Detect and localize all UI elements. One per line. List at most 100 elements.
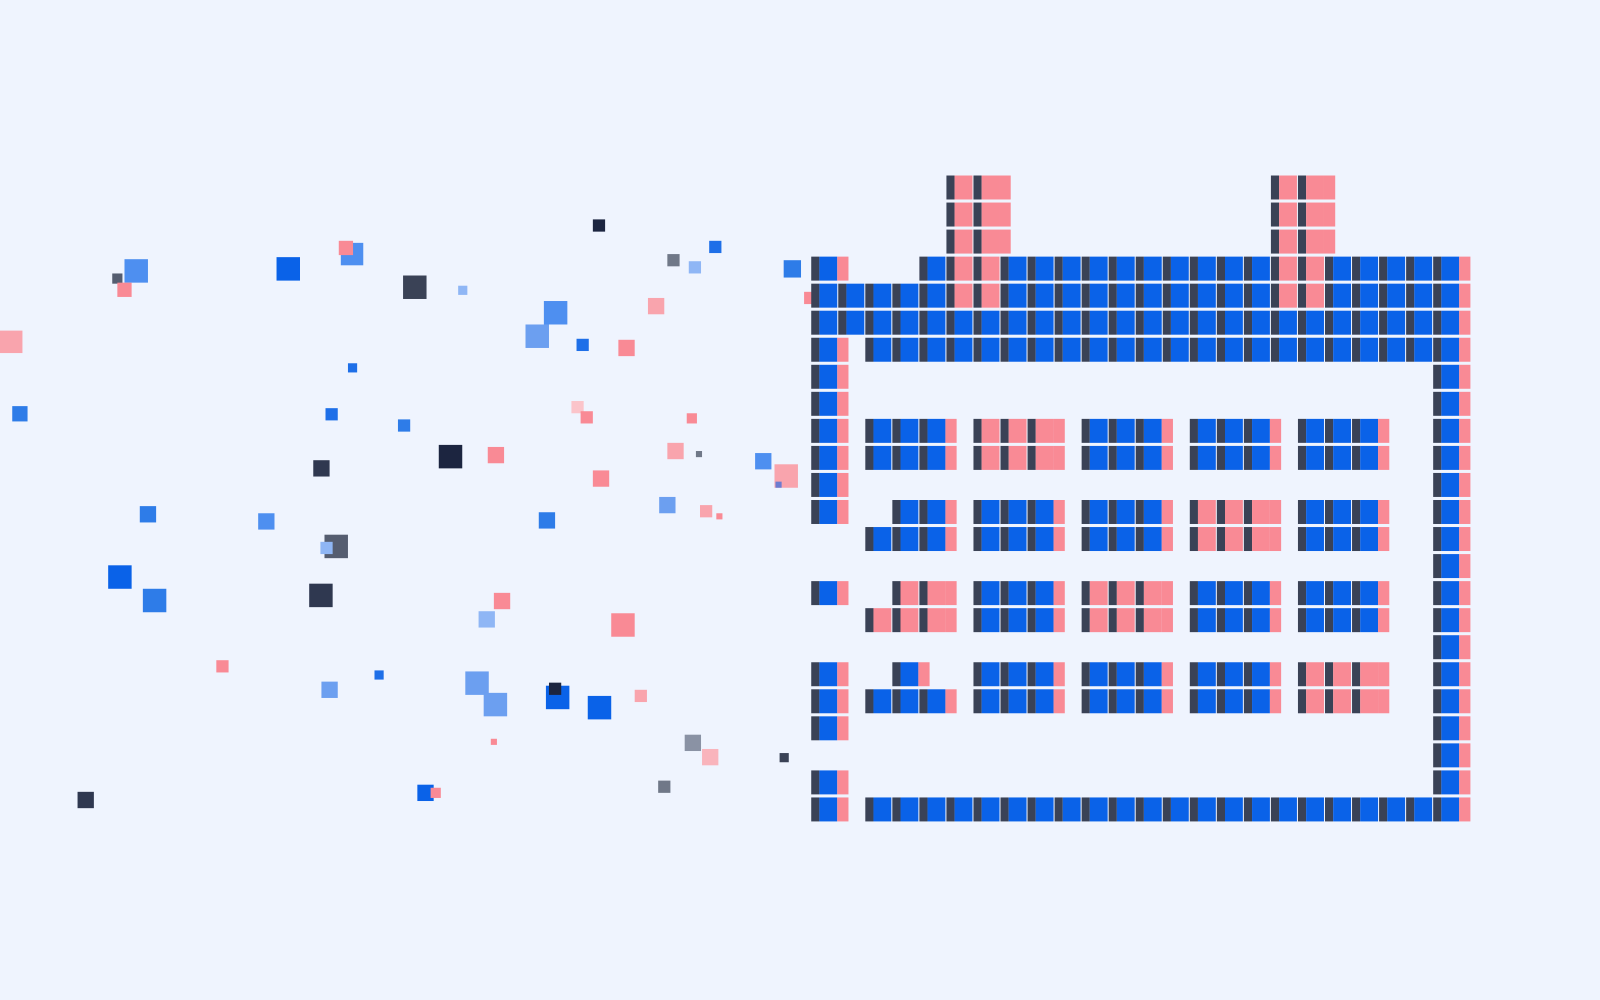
pixel-shadow (946, 337, 955, 362)
pixel-shadow (1135, 283, 1144, 308)
pixel (1062, 310, 1081, 335)
pixel (1116, 256, 1135, 281)
pixel (1441, 743, 1460, 768)
pixel-shadow (1297, 689, 1307, 714)
particle (465, 671, 489, 695)
pixel-shadow (1352, 500, 1361, 524)
pixel-edge (1053, 581, 1065, 606)
pixel (1008, 256, 1027, 281)
pixel-shadow (1108, 662, 1117, 687)
pixel-shadow (1243, 797, 1253, 822)
pixel-shadow (1433, 554, 1442, 579)
pixel (981, 418, 1000, 443)
pixel-shadow (1325, 283, 1334, 308)
pixel-edge (1459, 554, 1471, 579)
pixel (1089, 445, 1108, 470)
pixel (1197, 283, 1216, 308)
pixel (1035, 797, 1054, 822)
pixel (1279, 337, 1297, 362)
pixel (1441, 527, 1460, 552)
pixel (1008, 310, 1027, 335)
pixel (819, 716, 838, 741)
particle (525, 324, 549, 348)
pixel-edge (1161, 581, 1173, 606)
pixel-shadow (1162, 337, 1171, 362)
pixel (1414, 283, 1433, 308)
pixel-shadow (865, 445, 874, 470)
pixel-shadow (973, 310, 982, 335)
pixel-shadow (1000, 689, 1009, 714)
pixel-shadow (919, 445, 928, 470)
pixel (1197, 662, 1216, 687)
pixel (1279, 175, 1297, 200)
pixel-shadow (865, 608, 874, 633)
pixel (1089, 608, 1108, 633)
pixel-shadow (892, 689, 901, 714)
pixel (1143, 662, 1162, 687)
pixel (927, 689, 946, 714)
pixel (1333, 256, 1352, 281)
pixel (1062, 256, 1081, 281)
pixel-shadow (1108, 797, 1117, 822)
pixel-edge (1459, 500, 1471, 524)
pixel (1116, 797, 1135, 822)
pixel-shadow (1243, 256, 1253, 281)
pixel-shadow (811, 337, 820, 362)
pixel (1360, 256, 1379, 281)
pixel-edge (1161, 527, 1173, 552)
pixel-edge (837, 500, 849, 524)
pixel (927, 256, 946, 281)
pixel-shadow (1189, 662, 1198, 687)
pixel-shadow (1297, 608, 1307, 633)
particle (112, 273, 123, 284)
pixel-shadow (973, 229, 982, 254)
pixel (1116, 608, 1135, 633)
pixel-shadow (1135, 608, 1144, 633)
pixel (1252, 500, 1270, 524)
pixel (981, 581, 1000, 606)
pixel-shadow (1243, 418, 1253, 443)
pixel (1414, 337, 1433, 362)
pixel-edge (1459, 472, 1471, 497)
pixel (873, 445, 892, 470)
pixel (819, 391, 838, 416)
pixel (819, 337, 838, 362)
pixel (1089, 337, 1108, 362)
pixel-shadow (1352, 283, 1361, 308)
pixel (1116, 527, 1135, 552)
pixel (1116, 662, 1135, 687)
pixel-shadow (1270, 310, 1280, 335)
pixel (954, 175, 973, 200)
pixel (1360, 527, 1379, 552)
pixel-shadow (1027, 608, 1036, 633)
pixel-shadow (946, 256, 955, 281)
pixel-edge (1459, 797, 1471, 822)
pixel (1414, 310, 1433, 335)
pixel (954, 283, 973, 308)
particle (313, 460, 330, 477)
pixel-shadow (1000, 418, 1009, 443)
pixel (1252, 689, 1270, 714)
pixel-shadow (1081, 310, 1090, 335)
particle (548, 682, 562, 695)
pixel-shadow (1433, 337, 1442, 362)
pixel-shadow (1135, 527, 1144, 552)
pixel-shadow (1108, 310, 1117, 335)
pixel-edge (1161, 662, 1173, 687)
pixel-shadow (1000, 310, 1009, 335)
pixel (1333, 445, 1352, 470)
pixel-shadow (892, 500, 901, 524)
pixel-shadow (919, 581, 928, 606)
pixel-shadow (973, 689, 982, 714)
pixel-edge (945, 418, 957, 443)
particle (321, 681, 338, 698)
pixel-shadow (1027, 283, 1036, 308)
pixel (1306, 689, 1324, 714)
pixel-shadow (1325, 310, 1334, 335)
pixel-edge (945, 500, 957, 524)
pixel (1306, 527, 1324, 552)
pixel (1279, 283, 1297, 308)
particle (775, 481, 782, 488)
pixel-shadow (1216, 418, 1225, 443)
pixel-shadow (892, 662, 901, 687)
